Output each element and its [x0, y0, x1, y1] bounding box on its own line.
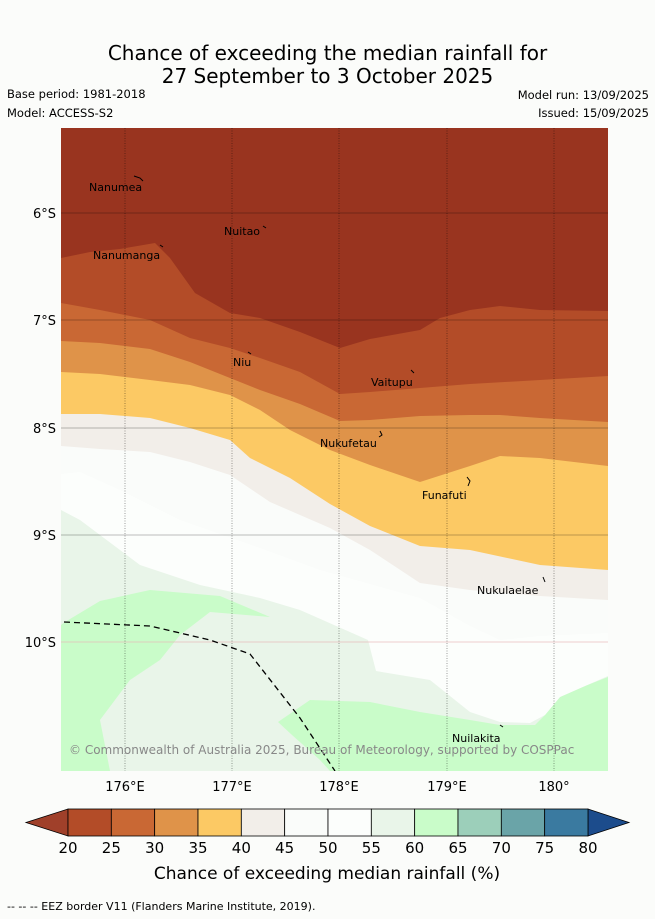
colorbar-segment: [284, 808, 329, 837]
colorbar-tick-label: 50: [318, 839, 337, 857]
colorbar-tick-label: 60: [405, 839, 424, 857]
lat-tick-label: 6°S: [33, 207, 56, 222]
map-contours: Nanumea Nuitao Nanumanga Niu Vaitupu Nuk…: [61, 128, 608, 771]
footer-note: -- -- -- EEZ border V11 (Flanders Marine…: [7, 900, 316, 913]
colorbar-tick-label: 80: [578, 839, 597, 857]
longitude-gridlines: [124, 128, 555, 771]
colorbar-segment: [240, 808, 286, 837]
lat-tick-label: 9°S: [33, 529, 56, 544]
colorbar-tick-label: 70: [492, 839, 511, 857]
island-outlines: [133, 175, 546, 728]
lat-tick-label: 7°S: [33, 314, 56, 329]
model-name: Model: ACCESS-S2: [7, 106, 114, 120]
colorbar-title: Chance of exceeding median rainfall (%): [154, 864, 500, 884]
map-title-line2: 27 September to 3 October 2025: [161, 64, 494, 88]
lat-tick-label: 8°S: [33, 422, 56, 437]
colorbar-tick-label: 30: [145, 839, 164, 857]
colorbar-segment: [327, 808, 372, 837]
place-nukufetau: Nukufetau: [320, 437, 377, 450]
colorbar-segment: [370, 808, 416, 837]
lon-tick-label: 178°E: [319, 780, 359, 795]
place-nuitao: Nuitao: [224, 225, 260, 238]
place-niu: Niu: [233, 356, 251, 369]
place-nuilakita: Nuilakita: [452, 732, 501, 745]
lon-tick-label: 180°: [538, 780, 569, 795]
colorbar-tick-label: 65: [448, 839, 467, 857]
colorbar-extend-high: [587, 808, 631, 837]
place-nanumea: Nanumea: [89, 181, 142, 194]
lon-tick-label: 176°E: [105, 780, 145, 795]
colorbar-tick-label: 35: [188, 839, 207, 857]
colorbar-segment: [457, 808, 502, 837]
longitude-ticks: 176°E 177°E 178°E 179°E 180°: [105, 780, 569, 795]
map-title-line1: Chance of exceeding the median rainfall …: [107, 41, 548, 65]
colorbar-segment: [154, 808, 199, 837]
colorbar-segment: [544, 808, 589, 837]
base-period: Base period: 1981-2018: [7, 87, 146, 101]
colorbar: 20 25 30 35 40 45 50 55 60 65 70 75 80: [24, 808, 631, 857]
place-vaitupu: Vaitupu: [371, 376, 413, 389]
colorbar-segment: [414, 808, 459, 837]
colorbar-segment: [110, 808, 156, 837]
issued-date: Issued: 15/09/2025: [538, 106, 649, 120]
lon-tick-label: 177°E: [212, 780, 252, 795]
lon-tick-label: 179°E: [427, 780, 467, 795]
eez-border: [63, 621, 336, 771]
lat-tick-label: 10°S: [25, 636, 56, 651]
latitude-gridlines: [61, 212, 608, 643]
latitude-ticks: 6°S 7°S 8°S 9°S 10°S: [25, 207, 56, 651]
colorbar-extend-low: [24, 808, 69, 837]
place-funafuti: Funafuti: [422, 489, 467, 502]
colorbar-segment: [67, 808, 112, 837]
colorbar-tick-label: 25: [102, 839, 121, 857]
colorbar-tick-label: 55: [362, 839, 381, 857]
copyright-notice: © Commonwealth of Australia 2025, Bureau…: [69, 743, 574, 757]
place-nukulaelae: Nukulaelae: [477, 584, 539, 597]
place-nanumanga: Nanumanga: [93, 249, 160, 262]
band-below-20: [61, 128, 608, 348]
colorbar-tick-label: 75: [535, 839, 554, 857]
colorbar-tick-label: 20: [58, 839, 77, 857]
colorbar-segment: [500, 808, 546, 837]
colorbar-tick-label: 40: [232, 839, 251, 857]
colorbar-segment: [197, 808, 242, 837]
colorbar-tick-label: 45: [275, 839, 294, 857]
model-run: Model run: 13/09/2025: [517, 88, 649, 102]
